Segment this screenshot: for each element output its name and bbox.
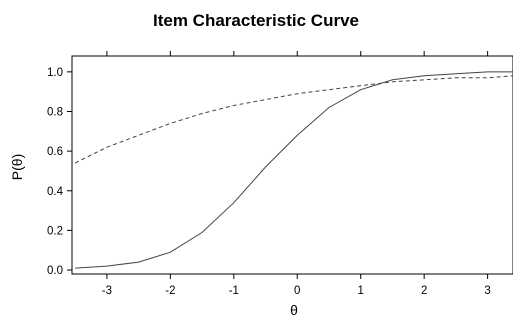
y-tick-label: 0.8 [47, 106, 63, 118]
y-tick-label: 0.2 [47, 225, 63, 237]
x-tick-label: 2 [421, 285, 427, 297]
x-axis-label: θ [290, 302, 298, 318]
series-line-solid [75, 71, 513, 269]
series-layer [74, 71, 513, 269]
chart-title: Item Characteristic Curve [153, 11, 359, 30]
x-tick-label: -3 [102, 285, 112, 297]
y-axis: 0.0 0.2 0.4 0.6 0.8 1.0 [47, 67, 72, 277]
x-axis: -3 -2 -1 0 1 2 3 [102, 51, 491, 297]
x-tick-label: -1 [229, 285, 239, 297]
series-line-dashed [74, 75, 513, 164]
y-tick-label: 1.0 [47, 67, 63, 79]
x-tick-label: 0 [294, 285, 300, 297]
x-tick-label: 3 [484, 285, 490, 297]
x-tick-label: -2 [165, 285, 175, 297]
y-axis-label: P(θ) [9, 154, 25, 180]
plot-frame [71, 55, 513, 275]
y-tick-label: 0.6 [47, 146, 63, 158]
y-tick-label: 0.4 [47, 186, 64, 198]
y-tick-label: 0.0 [47, 265, 63, 277]
x-tick-label: 1 [358, 285, 364, 297]
